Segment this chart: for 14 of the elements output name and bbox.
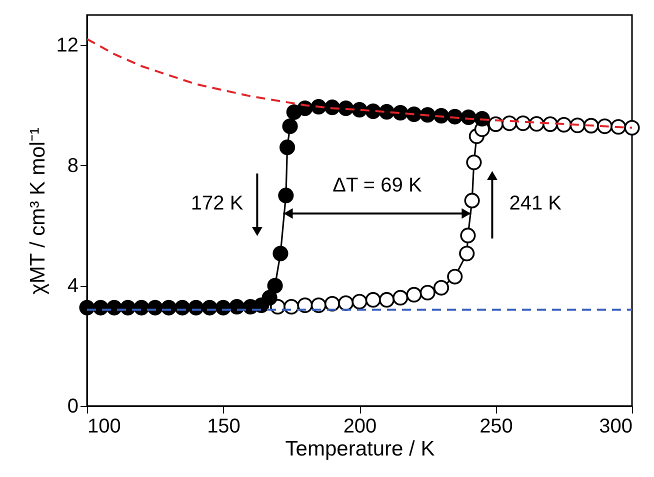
y-tick-label: 8 — [67, 154, 78, 177]
x-tick-label: 250 — [480, 416, 513, 438]
annotation: ΔT = 69 K — [332, 174, 422, 197]
y-axis-title: χMT / cm³ K mol⁻¹ — [26, 128, 50, 294]
annotation: 172 K — [190, 192, 244, 215]
y-tick-label: 4 — [67, 275, 78, 298]
y-tick-label: 12 — [56, 34, 78, 57]
x-tick-label: 100 — [88, 416, 121, 438]
annotation: 241 K — [509, 192, 562, 215]
x-tick-label: 200 — [343, 416, 377, 438]
y-tick-label: 0 — [67, 396, 78, 418]
x-axis-title: Temperature / K — [285, 438, 435, 460]
x-tick-label: 300 — [599, 416, 632, 438]
x-tick-label: 150 — [207, 416, 240, 438]
